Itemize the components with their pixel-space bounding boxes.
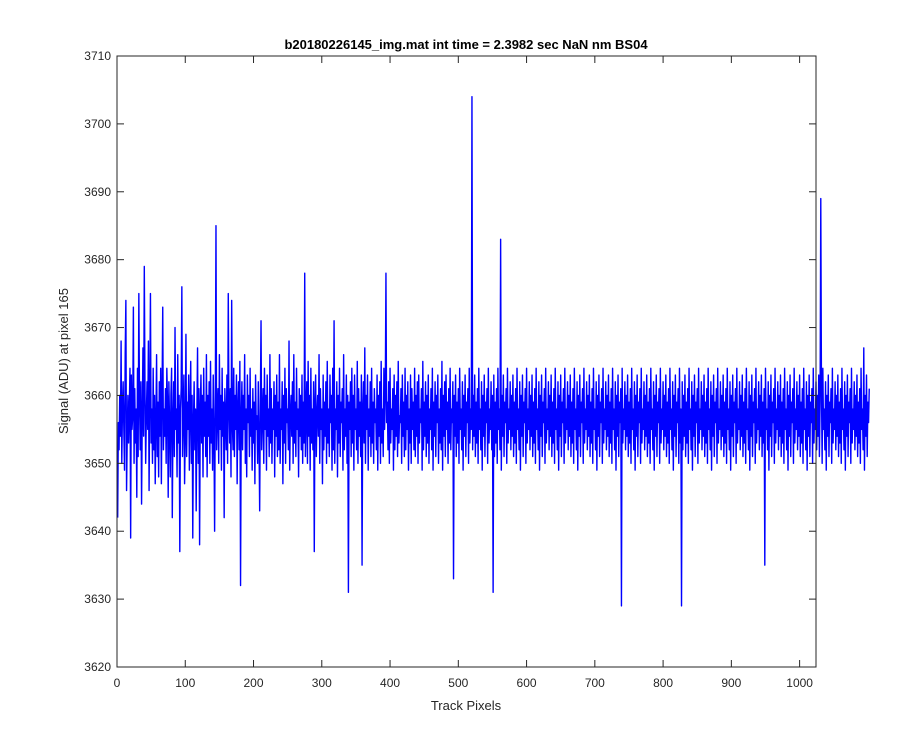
- x-tick-label: 400: [380, 676, 400, 690]
- plot-background: [117, 56, 816, 667]
- y-tick-label: 3640: [84, 524, 111, 538]
- y-tick-label: 3690: [84, 185, 111, 199]
- x-tick-label: 1000: [786, 676, 813, 690]
- y-tick-label: 3650: [84, 456, 111, 470]
- x-axis-label: Track Pixels: [431, 698, 502, 713]
- y-tick-label: 3710: [84, 49, 111, 63]
- y-axis-label: Signal (ADU) at pixel 165: [56, 288, 71, 434]
- x-tick-label: 0: [114, 676, 121, 690]
- chart-title: b20180226145_img.mat int time = 2.3982 s…: [284, 37, 648, 52]
- x-tick-label: 500: [448, 676, 468, 690]
- y-tick-label: 3700: [84, 117, 111, 131]
- plot-frame: [116, 55, 817, 668]
- plot-area: [116, 96, 870, 607]
- x-tick-label: 700: [585, 676, 605, 690]
- x-tick-label: 300: [312, 676, 332, 690]
- y-axis-ticks: 3620 3630 3640 3650 3660 3670 3680 3690 3700 3710: [84, 49, 816, 674]
- x-tick-label: 200: [244, 676, 264, 690]
- y-tick-label: 3660: [84, 388, 111, 402]
- x-tick-label: 600: [517, 676, 537, 690]
- x-tick-label: 800: [653, 676, 673, 690]
- x-tick-label: 900: [721, 676, 741, 690]
- y-tick-label: 3620: [84, 660, 111, 674]
- y-tick-label: 3630: [84, 592, 111, 606]
- x-tick-label: 100: [175, 676, 195, 690]
- y-tick-label: 3670: [84, 321, 111, 335]
- y-tick-label: 3680: [84, 253, 111, 267]
- series-line: [116, 96, 870, 607]
- x-axis-ticks: 0 100 200 300 400 500 600 700 800 900 1000: [114, 56, 813, 690]
